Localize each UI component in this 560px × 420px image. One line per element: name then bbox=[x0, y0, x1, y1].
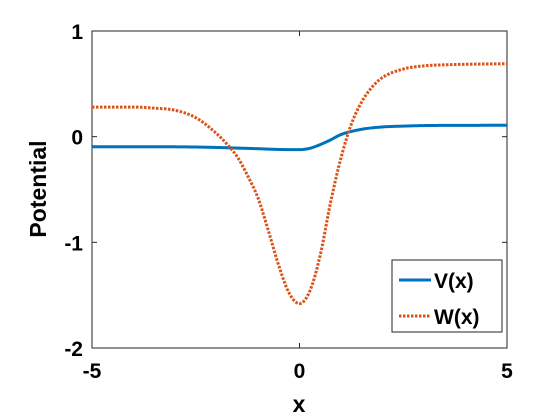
legend-label-v: V(x) bbox=[434, 270, 474, 293]
legend-label-w: W(x) bbox=[434, 306, 480, 329]
x-tick-label: 5 bbox=[501, 360, 513, 383]
series-w-line bbox=[92, 62, 508, 306]
ticks-layer: -5 0 5 -2 -1 0 1 bbox=[64, 21, 513, 383]
y-tick-label: 1 bbox=[71, 21, 83, 44]
series-layer bbox=[92, 62, 508, 306]
y-tick-label: -1 bbox=[64, 232, 83, 255]
y-axis-label: Potential bbox=[25, 140, 51, 237]
legend: V(x) W(x) bbox=[391, 259, 503, 333]
legend-box bbox=[391, 259, 503, 333]
series-v-line bbox=[92, 123, 508, 152]
y-tick-label: -2 bbox=[64, 338, 83, 361]
y-tick-label: 0 bbox=[71, 127, 83, 150]
x-axis-label: x bbox=[293, 391, 306, 417]
x-tick-label: -5 bbox=[83, 360, 102, 383]
x-tick-label: 0 bbox=[294, 360, 306, 383]
